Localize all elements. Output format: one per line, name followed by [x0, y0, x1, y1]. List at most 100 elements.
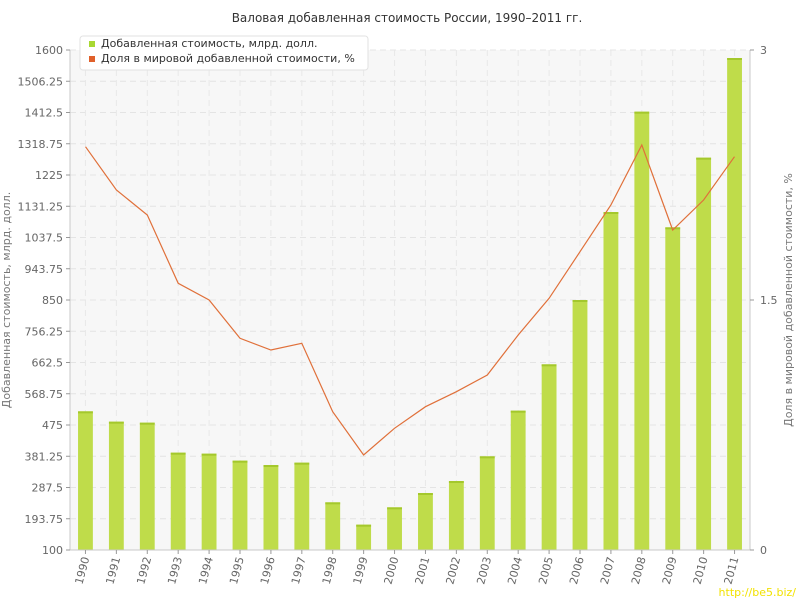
bar-cap: [603, 212, 619, 214]
y2-tick-label: 3: [760, 44, 767, 57]
bar-cap: [201, 453, 217, 456]
bar-cap: [108, 421, 124, 424]
y-tick-label: 381.25: [25, 450, 64, 463]
x-tick-label: 1996: [258, 555, 278, 585]
bar-series: [78, 58, 742, 551]
x-tick-label: 2003: [474, 555, 494, 585]
bar-cap: [139, 422, 155, 425]
x-tick-label: 1995: [227, 555, 247, 585]
x-tick-label: 1993: [165, 555, 185, 585]
y-tick-label: 1600: [35, 44, 63, 57]
bar-cap: [356, 524, 372, 527]
legend-swatch-bars: [89, 41, 95, 47]
x-tick-label: 1997: [289, 555, 309, 585]
bar-cap: [572, 300, 588, 302]
bar: [325, 502, 341, 550]
right-axis-ticks: 01.53: [750, 44, 778, 557]
y-tick-label: 287.5: [32, 482, 64, 495]
x-tick-label: 1991: [103, 555, 123, 585]
x-tick-label: 2001: [413, 555, 433, 585]
bar: [418, 493, 433, 550]
legend: Добавленная стоимость, млрд. долл. Доля …: [79, 35, 369, 71]
y-axis-label: Добавленная стоимость, млрд. долл.: [0, 192, 13, 408]
x-tick-label: 2009: [660, 555, 680, 585]
x-tick-label: 2010: [691, 555, 711, 585]
watermark: http://be5.biz/: [718, 586, 796, 599]
x-tick-label: 2007: [598, 555, 618, 585]
bar: [387, 507, 402, 550]
bar: [78, 411, 93, 550]
bar: [634, 111, 650, 551]
bar-cap: [263, 465, 279, 467]
bar: [108, 421, 124, 550]
bar-cap: [634, 111, 650, 114]
legend-label-bars: Добавленная стоимость, млрд. долл.: [101, 37, 317, 50]
legend-swatch-line: [89, 56, 95, 62]
share-line: [85, 143, 735, 456]
bar: [448, 481, 464, 550]
bar: [139, 422, 155, 550]
left-axis-ticks: 100 193.75 287.5 381.25 475 568.75 662.5 756.25…: [18, 44, 70, 557]
x-tick-label: 2004: [505, 555, 525, 585]
y-tick-label: 1412.5: [25, 107, 64, 120]
bar: [170, 452, 186, 550]
x-tick-label: 2011: [722, 555, 742, 585]
y-tick-label: 1506.25: [18, 75, 64, 88]
y-tick-label: 568.75: [25, 388, 64, 401]
x-tick-label: 1992: [134, 555, 154, 585]
x-tick-label: 2000: [382, 555, 402, 585]
y2-tick-label: 0: [760, 544, 767, 557]
bar-cap: [696, 157, 712, 160]
x-tick-label: 2005: [536, 555, 556, 585]
bar: [479, 456, 495, 550]
bar-cap: [448, 481, 464, 483]
y2-axis-label: Доля в мировой добавленной стоимости, %: [782, 173, 795, 427]
y-tick-label: 1225: [35, 169, 63, 182]
y-tick-label: 756.25: [25, 325, 64, 338]
bar-cap: [727, 58, 742, 60]
bar: [603, 212, 619, 550]
bar-cap: [232, 460, 248, 463]
y-tick-label: 850: [42, 294, 63, 307]
y-tick-label: 662.5: [32, 357, 64, 370]
bar-cap: [418, 493, 433, 495]
y-tick-label: 475: [42, 419, 63, 432]
bar-cap: [510, 410, 526, 413]
y-tick-label: 100: [42, 544, 63, 557]
bar: [696, 157, 712, 550]
bar: [356, 524, 372, 550]
y-tick-label: 1131.25: [18, 200, 64, 213]
bar: [541, 364, 557, 550]
x-tick-label: 1999: [351, 555, 371, 585]
bar: [665, 227, 681, 551]
bar: [201, 453, 217, 550]
bar: [572, 300, 588, 550]
line-series: [85, 143, 735, 456]
x-tick-label: 1998: [320, 555, 340, 585]
chart-title: Валовая добавленная стоимость России, 19…: [232, 11, 583, 25]
y2-tick-label: 1.5: [760, 294, 778, 307]
bar-cap: [78, 411, 93, 414]
bar: [510, 410, 526, 550]
y-tick-label: 1318.75: [18, 138, 64, 151]
legend-label-line: Доля в мировой добавленной стоимости, %: [101, 52, 355, 65]
bar-cap: [479, 456, 495, 459]
bar-cap: [541, 364, 557, 367]
x-tick-label: 1990: [73, 555, 93, 585]
bar: [263, 465, 279, 550]
x-tick-label: 2008: [629, 555, 649, 585]
bar: [232, 460, 248, 550]
y-tick-label: 193.75: [25, 513, 64, 526]
x-tick-label: 1994: [196, 555, 216, 585]
y-tick-label: 943.75: [25, 263, 64, 276]
bar-cap: [170, 452, 186, 455]
bar-cap: [325, 502, 341, 505]
x-axis-ticks: 1990 1991 1992 1993 1994 1995 1996 1997 1998 1999…: [73, 550, 742, 586]
y-tick-label: 1037.5: [25, 232, 64, 245]
bar: [727, 58, 742, 550]
bar-cap: [387, 507, 402, 510]
bar: [294, 462, 310, 550]
x-tick-label: 2006: [567, 555, 587, 585]
bar-cap: [294, 462, 310, 465]
